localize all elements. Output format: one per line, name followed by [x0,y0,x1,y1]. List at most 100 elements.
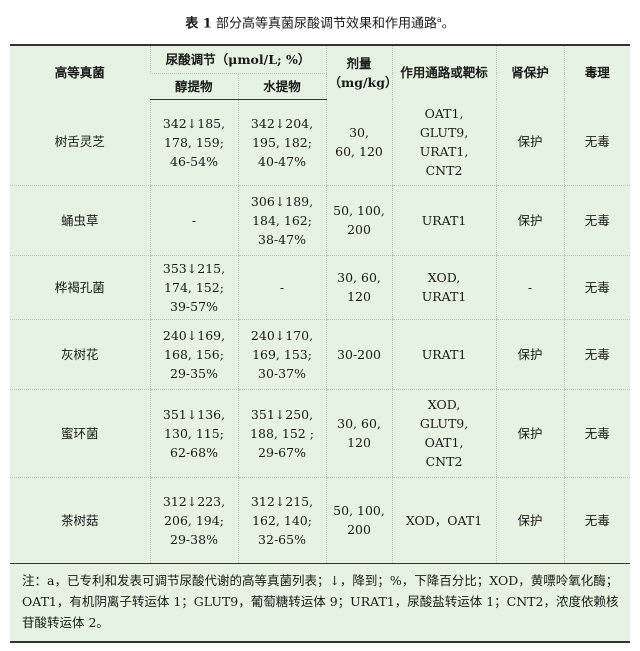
pathway-cell: OAT1, GLUT9, URAT1, CNT2 [391,99,497,186]
kidney-protection-cell: - [495,255,565,320]
cell-line: CNT2 [425,162,463,178]
water-extract-cell: 312↓215, 162, 140; 32-65% [237,477,327,564]
cell-line: 39-57% [170,298,218,314]
dose-cell: 30, 60, 120 [325,255,393,320]
cell-line: 62-68% [170,444,218,460]
cell-line: 206, 194; [164,512,224,528]
cell-line: XOD, [427,397,461,412]
cell-line: 351↓250, [250,406,314,422]
cell-line: 130, 115; [164,425,224,441]
header-uric-acid: 尿酸调节（μmol/L; %） [149,44,327,74]
fungus-name-cell: 桦褐孔菌 [10,255,150,320]
cell-line: 30, [349,124,369,140]
alcohol-extract-cell: 312↓223, 206, 194; 29-38% [149,477,238,564]
header-toxicity: 毒理 [563,44,631,99]
cell-line: 312↓215, [250,493,314,509]
cell-line: 184, 162; [252,212,312,228]
header-pathway: 作用通路或靶标 [391,44,497,99]
cell-line: 29-67% [258,444,306,460]
cell-line: - [279,279,285,295]
kidney-protection-cell: 保护 [495,185,565,256]
cell-line: 29-38% [170,531,218,547]
cell-line: - [191,212,197,228]
pathway-cell: URAT1 [391,185,497,256]
table-row: 树舌灵芝 342↓185, 178, 159; 46-54% 342↓204, 195, … [10,99,631,186]
cell-line: CNT2 [425,454,463,469]
cell-line: 342↓185, [162,115,226,131]
fungus-uric-acid-table: 高等真菌 尿酸调节（μmol/L; %） 剂量（mg/kg） 作用通路或靶标 肾… [10,44,631,564]
dose-cell: 30, 60, 120 [325,389,393,478]
cell-line: 29-35% [170,365,218,381]
cell-line: 50, 100, [333,503,385,518]
water-extract-cell: 342↓204, 195, 182; 40-47% [237,99,327,186]
fungus-name-cell: 蛹虫草 [10,185,150,256]
dose-cell: 30-200 [325,319,393,390]
cell-line: 120 [347,435,371,450]
header-water-extract: 水提物 [237,73,327,100]
cell-line: 240↓170, [250,327,314,343]
table-row: 蛹虫草 - 306↓189, 184, 162; 38-47% 50, 100, 200 UR… [10,185,631,256]
pathway-cell: XOD, GLUT9, OAT1, CNT2 [391,389,497,478]
cell-line: 353↓215, [162,260,226,276]
cell-line: 306↓189, [250,193,314,209]
cell-line: 200 [347,222,371,237]
cell-line: 120 [347,289,371,304]
toxicity-cell: 无毒 [563,185,631,256]
cell-line: 32-65% [258,531,306,547]
cell-line: 342↓204, [250,115,314,131]
alcohol-extract-cell: 351↓136, 130, 115; 62-68% [149,389,238,478]
toxicity-cell: 无毒 [563,477,631,564]
cell-line: 30-37% [258,365,306,381]
cell-line: URAT1 [421,346,467,362]
caption-end: 。 [441,16,455,32]
cell-line: URAT1, [419,143,469,159]
cell-line: 169, 153; [252,346,312,362]
table-row: 灰树花 240↓169, 168, 156; 29-35% 240↓170, 169, 1… [10,319,631,390]
water-extract-cell: 240↓170, 169, 153; 30-37% [237,319,327,390]
fungus-name-cell: 茶树菇 [10,477,150,564]
cell-line: 200 [347,522,371,537]
pathway-cell: XOD，OAT1 [391,477,497,564]
cell-line: GLUT9, [419,416,469,431]
cell-line: 30-200 [337,346,382,362]
table-row: 蜜环菌 351↓136, 130, 115; 62-68% 351↓250, 188, 1… [10,389,631,478]
cell-line: 178, 159; [164,134,224,150]
alcohol-extract-cell: 342↓185, 178, 159; 46-54% [149,99,238,186]
water-extract-cell: 306↓189, 184, 162; 38-47% [237,185,327,256]
fungus-name-cell: 灰树花 [10,319,150,390]
caption-title: 部分高等真菌尿酸调节效果和作用通路 [215,16,437,32]
kidney-protection-cell: 保护 [495,319,565,390]
alcohol-extract-cell: 353↓215, 174, 152; 39-57% [149,255,238,320]
cell-line: 351↓136, [162,406,226,422]
cell-line: 60, 120 [335,143,383,159]
header-fungus: 高等真菌 [10,44,150,99]
table-row: 桦褐孔菌 353↓215, 174, 152; 39-57% - 30, 60, 120 XO… [10,255,631,320]
kidney-protection-cell: 保护 [495,99,565,186]
kidney-protection-cell: 保护 [495,389,565,478]
cell-line: 240↓169, [162,327,226,343]
cell-line: 38-47% [258,231,306,247]
alcohol-extract-cell: - [149,185,238,256]
toxicity-cell: 无毒 [563,389,631,478]
toxicity-cell: 无毒 [563,319,631,390]
water-extract-cell: - [237,255,327,320]
cell-line: 30, 60, [337,416,381,431]
fungus-name-cell: 树舌灵芝 [10,99,150,186]
cell-line: 162, 140; [252,512,312,528]
toxicity-cell: 无毒 [563,99,631,186]
header-alcohol-extract: 醇提物 [150,73,238,100]
cell-line: 188, 152 ; [250,425,314,441]
table-caption: 表 1 部分高等真菌尿酸调节效果和作用通路a。 [0,10,640,34]
dose-cell: 50, 100, 200 [325,477,393,564]
cell-line: 30, 60, [337,270,381,285]
cell-line: 50, 100, [333,203,385,218]
header-dose: 剂量（mg/kg） [325,44,397,99]
cell-line: OAT1, [424,105,464,121]
cell-line: OAT1, [424,435,464,450]
alcohol-extract-cell: 240↓169, 168, 156; 29-35% [149,319,238,390]
cell-line: URAT1 [421,289,467,304]
caption-label: 表 1 [185,16,212,32]
pathway-cell: URAT1 [391,319,497,390]
cell-line: 174, 152; [164,279,224,295]
pathway-cell: XOD, URAT1 [391,255,497,320]
